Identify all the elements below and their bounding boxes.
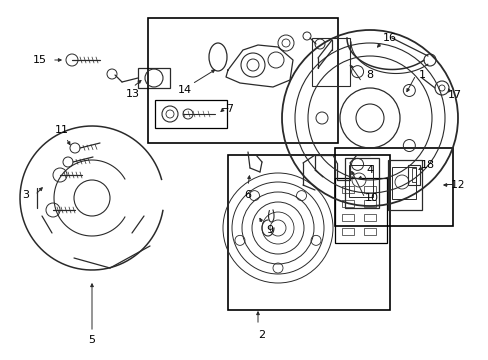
Text: 3: 3 <box>22 190 29 200</box>
Text: 1: 1 <box>418 70 425 80</box>
Bar <box>334 178 386 243</box>
Bar <box>363 200 375 207</box>
Text: 18: 18 <box>420 160 434 170</box>
Text: 4: 4 <box>366 165 373 175</box>
Text: 13: 13 <box>126 89 140 99</box>
Bar <box>138 68 170 88</box>
Bar <box>345 158 378 208</box>
Text: ─12: ─12 <box>445 180 464 190</box>
Bar <box>348 165 372 197</box>
Bar <box>148 18 337 143</box>
Bar <box>391 167 415 199</box>
Bar <box>341 200 353 207</box>
Bar <box>311 38 349 86</box>
Bar <box>363 214 375 221</box>
Bar <box>155 100 226 128</box>
Bar <box>387 160 421 210</box>
Text: 8: 8 <box>366 70 373 80</box>
Text: 5: 5 <box>88 335 95 345</box>
Bar <box>227 155 389 310</box>
Text: 11: 11 <box>55 125 69 135</box>
Bar <box>407 165 419 185</box>
Bar <box>363 228 375 235</box>
Text: 9: 9 <box>266 225 273 235</box>
Text: 14: 14 <box>178 85 192 95</box>
Text: 17: 17 <box>447 90 461 100</box>
Bar <box>341 228 353 235</box>
Text: 2: 2 <box>258 330 265 340</box>
Bar <box>334 148 452 226</box>
Bar <box>363 186 375 193</box>
Bar <box>341 186 353 193</box>
Text: 6: 6 <box>244 190 251 200</box>
Text: 10: 10 <box>364 193 378 203</box>
Text: ─7: ─7 <box>221 104 234 114</box>
Text: 16: 16 <box>382 33 396 43</box>
Text: 15: 15 <box>33 55 47 65</box>
Bar <box>411 168 415 182</box>
Bar <box>341 214 353 221</box>
